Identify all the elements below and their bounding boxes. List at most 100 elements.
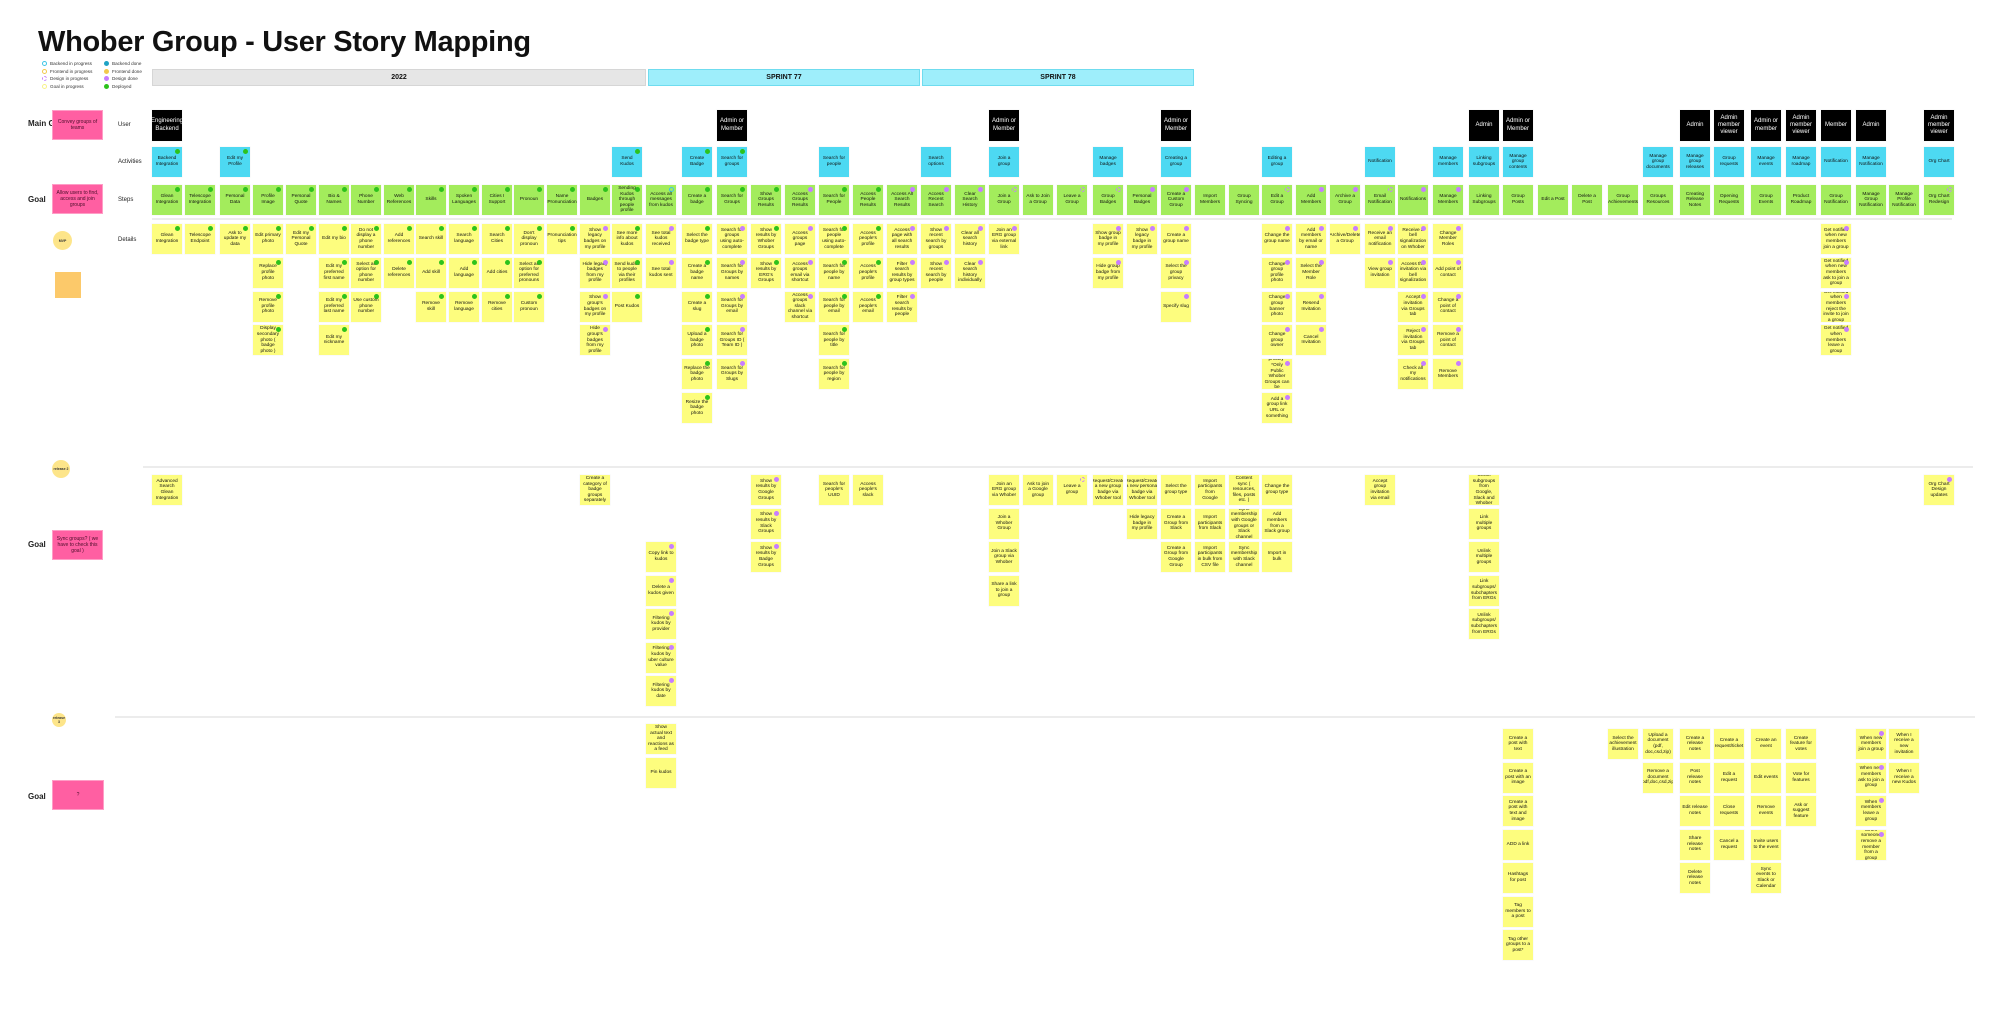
detail-card[interactable]: Edit primary photo xyxy=(253,224,283,254)
detail-card[interactable]: Add a group link URL or something xyxy=(1262,393,1292,423)
release-2-card[interactable]: Request/Create a new personal badge via … xyxy=(1127,475,1157,505)
detail-card[interactable]: Access groups email via shortcut xyxy=(785,257,815,288)
activity-card[interactable]: Manage roadmap xyxy=(1786,147,1816,177)
release-2-card[interactable]: Sync membership with Google groups or Sl… xyxy=(1229,508,1259,539)
step-card[interactable]: Access Recent Search xyxy=(921,185,951,215)
step-card[interactable]: Linking Subgroups xyxy=(1469,185,1499,215)
detail-card[interactable]: Hide legacy badges from my profile xyxy=(580,257,610,288)
release-2-card[interactable]: Create a Group from Slack xyxy=(1161,508,1191,539)
detail-card[interactable]: See more info about kudos xyxy=(612,224,642,254)
release-2-card[interactable]: Join a Slack group via Whober xyxy=(989,542,1019,572)
release-2-card[interactable]: Delete a kudos given xyxy=(646,575,676,606)
detail-card[interactable]: Access groups page xyxy=(785,224,815,254)
release-3-card[interactable]: Tag other groups to a post* xyxy=(1503,930,1533,960)
detail-card[interactable]: Specify slug xyxy=(1161,291,1191,322)
detail-card[interactable]: Do not display a phone number xyxy=(351,224,381,254)
activity-card[interactable]: Edit my Profile xyxy=(220,147,250,177)
release-2-card[interactable]: Request/Create a new group badge via Who… xyxy=(1093,475,1123,505)
activity-card[interactable]: Manage group releases xyxy=(1680,147,1710,177)
release-2-card[interactable]: Unlink subgroups from Google, Slack and … xyxy=(1469,475,1499,505)
release-3-card[interactable]: Sync events to Slack or Calendar xyxy=(1751,863,1781,893)
detail-card[interactable]: Hide group's badges from my profile xyxy=(580,325,610,356)
step-card[interactable]: Delete a Post xyxy=(1572,185,1602,215)
step-card[interactable]: Groups Resources xyxy=(1643,185,1673,215)
step-card[interactable]: Group Posts xyxy=(1503,185,1533,215)
step-card[interactable]: Access Groups Results xyxy=(785,185,815,215)
release-3-card[interactable]: Share release notes xyxy=(1680,829,1710,860)
detail-card[interactable]: Check all my notifications xyxy=(1398,359,1428,390)
release-3-card[interactable]: Close requests xyxy=(1714,796,1744,826)
detail-card[interactable]: Search for people using auto-complete xyxy=(819,224,849,254)
release-2-card[interactable]: Import participants from Slack xyxy=(1195,508,1225,539)
user-card[interactable]: Engineering Backend xyxy=(152,110,182,141)
detail-card[interactable]: Search Cities xyxy=(482,224,512,254)
detail-card[interactable]: Don't display pronoun xyxy=(514,224,544,254)
activity-card[interactable]: Search for groups xyxy=(717,147,747,177)
release-2-card[interactable]: Leave a group xyxy=(1057,475,1087,505)
release-3-card[interactable]: Delete release notes xyxy=(1680,863,1710,893)
activity-card[interactable]: Manage group documents xyxy=(1643,147,1673,177)
detail-card[interactable]: Search for groups using auto-complete xyxy=(717,224,747,254)
release-2-card[interactable]: Share a link to join a group xyxy=(989,575,1019,606)
release-3-card[interactable]: Create an event xyxy=(1751,729,1781,759)
step-card[interactable]: Personal Quote xyxy=(286,185,316,215)
release-2-card[interactable]: Create a Group from Google Group xyxy=(1161,542,1191,572)
step-card[interactable]: Personal Badges xyxy=(1127,185,1157,215)
detail-card[interactable]: Access people's profile xyxy=(853,224,883,254)
release-3-card[interactable]: When I receive a new invitation xyxy=(1889,729,1919,759)
detail-card[interactable]: Change a point of contact xyxy=(1433,291,1463,322)
release-3-card[interactable]: Post release notes xyxy=(1680,762,1710,793)
goal-card-find-join[interactable]: Allow users to find, access and join gro… xyxy=(52,184,103,214)
detail-card[interactable]: Search for people by title xyxy=(819,325,849,356)
activity-card[interactable]: Search for people xyxy=(819,147,849,177)
step-card[interactable]: Access People Results xyxy=(853,185,883,215)
step-card[interactable]: Manage Profile Notification xyxy=(1889,185,1919,215)
activity-card[interactable]: Backend Integration xyxy=(152,147,182,177)
release-3-card[interactable]: ADD a link xyxy=(1503,829,1533,860)
release-3-card[interactable]: Create a post with an image xyxy=(1503,762,1533,793)
step-card[interactable]: Manage Members xyxy=(1433,185,1463,215)
user-card[interactable]: Admin member viewer xyxy=(1786,110,1816,141)
detail-card[interactable]: Change Member Roles xyxy=(1433,224,1463,254)
detail-card[interactable]: Add point of contact xyxy=(1433,257,1463,288)
release-3-card[interactable]: Select the achievement illustration xyxy=(1608,729,1638,759)
detail-card[interactable]: Replace profile photo xyxy=(253,257,283,288)
detail-card[interactable]: Search language xyxy=(449,224,479,254)
detail-card[interactable]: Remove a point of contact xyxy=(1433,325,1463,356)
detail-card[interactable]: Search for people by email xyxy=(819,291,849,322)
release-3-card[interactable]: Create a release notes xyxy=(1680,729,1710,759)
release-2-card[interactable]: Join a Whober Group xyxy=(989,508,1019,539)
step-card[interactable]: Import Members xyxy=(1195,185,1225,215)
step-card[interactable]: Personal Data xyxy=(220,185,250,215)
detail-card[interactable]: Cancel Invitation xyxy=(1296,325,1326,356)
detail-card[interactable]: Upload a badge photo xyxy=(682,325,712,356)
activity-card[interactable]: Create Badge xyxy=(682,147,712,177)
step-card[interactable]: Edit a Group xyxy=(1262,185,1292,215)
release-2-card[interactable]: Select the group type xyxy=(1161,475,1191,505)
release-3-card[interactable]: Show actual text and reactions as a feed xyxy=(646,724,676,754)
detail-card[interactable]: Get notified when new members ask to joi… xyxy=(1821,257,1851,288)
detail-card[interactable]: See total kudos received xyxy=(646,224,676,254)
detail-card[interactable]: Get notified when members reject the inv… xyxy=(1821,291,1851,322)
detail-card[interactable]: Search for Groups by names xyxy=(717,257,747,288)
activity-card[interactable]: Join a group xyxy=(989,147,1019,177)
detail-card[interactable]: Filter search results by people xyxy=(887,291,917,322)
detail-card[interactable]: Clear search history individually xyxy=(955,257,985,288)
release-3-card[interactable]: Create a post with text and image xyxy=(1503,796,1533,826)
step-card[interactable]: Group Notification xyxy=(1821,185,1851,215)
detail-card[interactable]: Custom pronoun xyxy=(514,291,544,322)
detail-card[interactable]: Show legacy badge in my profile xyxy=(1127,224,1157,254)
detail-card[interactable]: Search for Groups ID ( Team ID ) xyxy=(717,325,747,356)
step-card[interactable]: Creating Release Notes xyxy=(1680,185,1710,215)
detail-card[interactable]: Replace the badge photo xyxy=(682,359,712,390)
step-card[interactable]: Search for People xyxy=(819,185,849,215)
release-3-card[interactable]: Cancel a request xyxy=(1714,829,1744,860)
detail-card[interactable]: Remove language xyxy=(449,291,479,322)
detail-card[interactable]: Change group owner xyxy=(1262,325,1292,356)
release-3-card[interactable]: Pin kudos xyxy=(646,757,676,788)
detail-card[interactable]: Access groups slack channel via shortcut xyxy=(785,291,815,322)
detail-card[interactable]: Select all option for phone number xyxy=(351,257,381,288)
detail-card[interactable]: Create a badge name xyxy=(682,257,712,288)
step-card[interactable]: Spoken Languages xyxy=(449,185,479,215)
step-card[interactable]: Org Chart Redesign xyxy=(1924,185,1954,215)
